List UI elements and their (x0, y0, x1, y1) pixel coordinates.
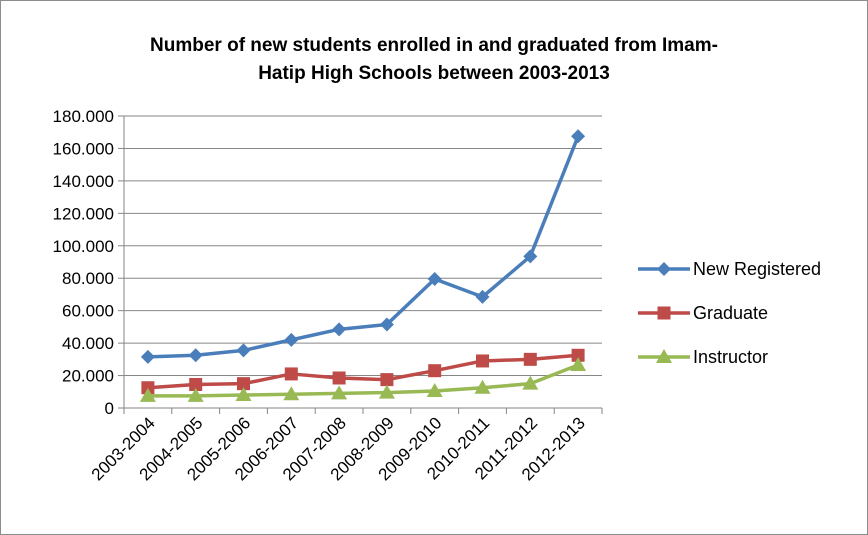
data-point-new-registered (571, 129, 586, 144)
series-group (139, 129, 587, 402)
y-tick-label: 120.000 (53, 204, 114, 223)
legend-label: New Registered (693, 259, 821, 279)
axes (118, 115, 603, 414)
y-tick-label: 0 (105, 399, 114, 418)
data-point-graduate (284, 367, 298, 381)
data-point-new-registered (284, 332, 299, 347)
legend-item-new-registered: New Registered (638, 259, 821, 279)
data-point-new-registered (427, 272, 442, 287)
data-point-instructor (570, 357, 587, 372)
y-tick-label: 160.000 (53, 139, 114, 158)
data-point-graduate (476, 354, 489, 368)
data-point-new-registered (140, 349, 155, 364)
data-point-graduate (237, 377, 250, 391)
data-point-new-registered (523, 249, 538, 264)
series-graduate (141, 348, 585, 395)
data-point-graduate (523, 352, 537, 366)
data-point-graduate (571, 348, 585, 362)
data-point-new-registered (236, 343, 251, 358)
data-point-instructor (283, 386, 300, 401)
data-point-graduate (380, 373, 394, 387)
series-line-new-registered (147, 135, 580, 359)
legend-marker (657, 306, 671, 320)
data-point-graduate (428, 364, 442, 378)
data-point-new-registered (379, 317, 394, 332)
data-point-new-registered (332, 322, 347, 337)
legend-marker (656, 349, 672, 363)
data-point-instructor (522, 375, 539, 390)
gridlines (124, 115, 602, 377)
data-point-graduate (332, 371, 346, 385)
data-point-instructor (378, 384, 395, 399)
data-point-new-registered (188, 348, 203, 363)
data-point-instructor (474, 379, 491, 394)
legend-marker (657, 262, 671, 276)
y-tick-labels: 0 20.000 40.000 60.000 80.000 100.000 120.000 1… (53, 107, 114, 418)
y-tick-label: 180.000 (53, 107, 114, 126)
y-tick-label: 20.000 (62, 367, 114, 386)
legend-label: Instructor (693, 347, 768, 367)
y-tick-label: 60.000 (62, 302, 114, 321)
chart-title-line-1: Number of new students enrolled in and g… (150, 35, 718, 56)
series-new-registered (140, 129, 586, 364)
y-tick-label: 80.000 (62, 269, 114, 288)
y-tick-label: 140.000 (53, 172, 114, 191)
data-point-instructor (139, 387, 156, 402)
series-line-graduate (147, 353, 579, 390)
data-point-graduate (189, 377, 203, 391)
y-tick-label: 40.000 (62, 334, 114, 353)
data-point-instructor (426, 382, 443, 397)
chart-title-line-2: Hatip High Schools between 2003-2013 (258, 63, 610, 84)
legend-item-graduate: Graduate (638, 303, 768, 323)
data-point-new-registered (475, 289, 490, 304)
data-point-graduate (141, 381, 155, 395)
legend: New Registered Graduate Instructor (638, 259, 821, 367)
y-tick-label: 100.000 (53, 237, 114, 256)
legend-label: Graduate (693, 303, 768, 323)
series-line-instructor (147, 363, 579, 398)
data-point-instructor (187, 387, 204, 402)
data-point-instructor (331, 385, 348, 400)
series-instructor (139, 357, 587, 402)
x-tick-labels: 2003-20042004-20052005-20062006-20072007… (88, 413, 589, 484)
legend-item-instructor: Instructor (638, 347, 768, 367)
data-point-instructor (235, 387, 252, 402)
